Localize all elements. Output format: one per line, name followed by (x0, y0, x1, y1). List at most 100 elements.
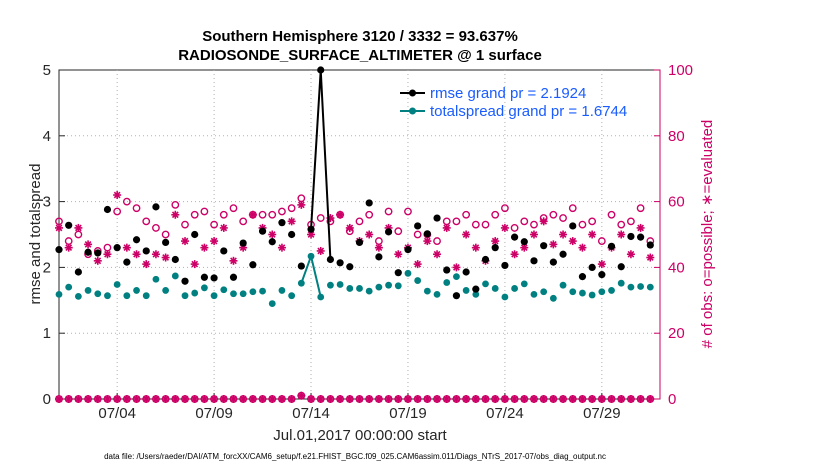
obs-low-evaluated-marker (384, 395, 393, 403)
rmse-point (278, 219, 286, 227)
obs-evaluated-marker (229, 256, 238, 265)
rmse-point (540, 242, 548, 250)
rmse-point (84, 248, 92, 256)
obs-evaluated-marker (64, 243, 73, 252)
obs-low-evaluated-marker (617, 395, 626, 403)
obs-low-evaluated-marker (355, 395, 364, 403)
y-left-tick-label: 5 (43, 62, 51, 79)
rmse-point (598, 271, 606, 279)
totalspread-point (317, 293, 325, 301)
obs-possible-marker (404, 207, 412, 216)
obs-low-evaluated-marker (520, 395, 529, 403)
totalspread-point (598, 288, 606, 296)
totalspread-point (472, 290, 480, 298)
totalspread-point (142, 292, 150, 300)
rmse-point (627, 232, 635, 241)
obs-low-evaluated-marker (219, 395, 228, 403)
rmse-point (249, 261, 257, 269)
rmse-point (152, 203, 160, 211)
rmse-point (433, 214, 441, 222)
x-tick-label: 07/19 (389, 405, 427, 422)
totalspread-point (375, 283, 383, 291)
rmse-point (423, 230, 431, 238)
obs-possible-marker (268, 210, 277, 219)
totalspread-point (239, 290, 247, 298)
obs-low-evaluated-marker (142, 395, 151, 403)
obs-low-evaluated-marker (132, 395, 141, 403)
rmse-point (258, 227, 267, 235)
obs-low-evaluated-marker (500, 395, 509, 403)
totalspread-point (511, 285, 518, 292)
totalspread-point (501, 293, 509, 301)
obs-possible-marker (636, 204, 645, 213)
rmse-point (171, 255, 179, 264)
totalspread-point (646, 283, 654, 291)
obs-possible-marker (142, 217, 151, 226)
obs-possible-marker (491, 210, 500, 219)
obs-possible-marker (597, 237, 606, 245)
x-tick-label: 07/14 (292, 405, 330, 422)
rmse-point (443, 266, 451, 274)
obs-possible-marker (190, 210, 199, 219)
obs-evaluated-marker (365, 230, 374, 239)
rmse-point (472, 285, 480, 293)
rmse-point (462, 268, 470, 276)
obs-possible-marker (607, 210, 616, 219)
totalspread-point (637, 283, 645, 290)
totalspread-point (65, 283, 73, 291)
obs-evaluated-marker (316, 246, 325, 255)
obs-possible-marker (433, 237, 441, 245)
obs-possible-marker (181, 220, 189, 229)
rmse-point (355, 238, 364, 246)
x-tick-label: 07/09 (195, 405, 233, 422)
obs-low-evaluated-marker (423, 395, 432, 403)
y-right-tick-label: 0 (668, 391, 676, 408)
totalspread-point (462, 287, 470, 294)
obs-low-evaluated-marker (122, 395, 131, 403)
totalspread-point (385, 281, 392, 289)
rmse-point (559, 250, 567, 258)
obs-evaluated-marker (200, 243, 209, 252)
obs-possible-marker (471, 220, 480, 229)
obs-low-evaluated-marker (258, 395, 267, 403)
rmse-point (191, 230, 199, 239)
rmse-point (317, 66, 325, 74)
obs-possible-marker (210, 220, 218, 229)
obs-low-evaluated-marker (365, 395, 374, 403)
legend-rmse-marker (409, 89, 416, 97)
obs-evaluated-marker (539, 217, 548, 226)
obs-low-evaluated-marker (171, 395, 180, 403)
obs-low-evaluated-marker (200, 395, 209, 403)
obs-evaluated-marker (500, 223, 509, 232)
rmse-point (384, 228, 393, 236)
obs-low-evaluated-marker (74, 395, 83, 403)
obs-evaluated-marker (277, 243, 286, 252)
obs-possible-marker (481, 220, 490, 229)
rmse-point (210, 274, 218, 282)
totalspread-point (617, 279, 625, 287)
obs-low-evaluated-marker (578, 395, 587, 403)
totalspread-point (55, 290, 63, 298)
y-right-tick-label: 80 (668, 128, 685, 145)
rmse-point (132, 236, 141, 244)
rmse-point (326, 255, 335, 264)
rmse-point (297, 262, 305, 270)
rmse-point (501, 261, 509, 270)
rmse-point (123, 258, 131, 266)
rmse-point (346, 263, 354, 271)
obs-low-evaluated-marker (93, 395, 102, 403)
rmse-point (481, 255, 490, 264)
obs-low-evaluated-marker (84, 395, 93, 403)
rmse-point (113, 244, 121, 252)
obs-evaluated-marker (529, 230, 538, 239)
totalspread-point (259, 287, 266, 295)
totalspread-point (162, 287, 170, 294)
obs-evaluated-marker (626, 250, 635, 259)
obs-possible-marker (258, 210, 267, 219)
totalspread-point (94, 290, 102, 298)
x-tick-label: 07/29 (583, 405, 621, 422)
obs-low-evaluated-marker (442, 395, 451, 403)
obs-possible-marker (559, 214, 567, 222)
totalspread-point (336, 281, 344, 288)
